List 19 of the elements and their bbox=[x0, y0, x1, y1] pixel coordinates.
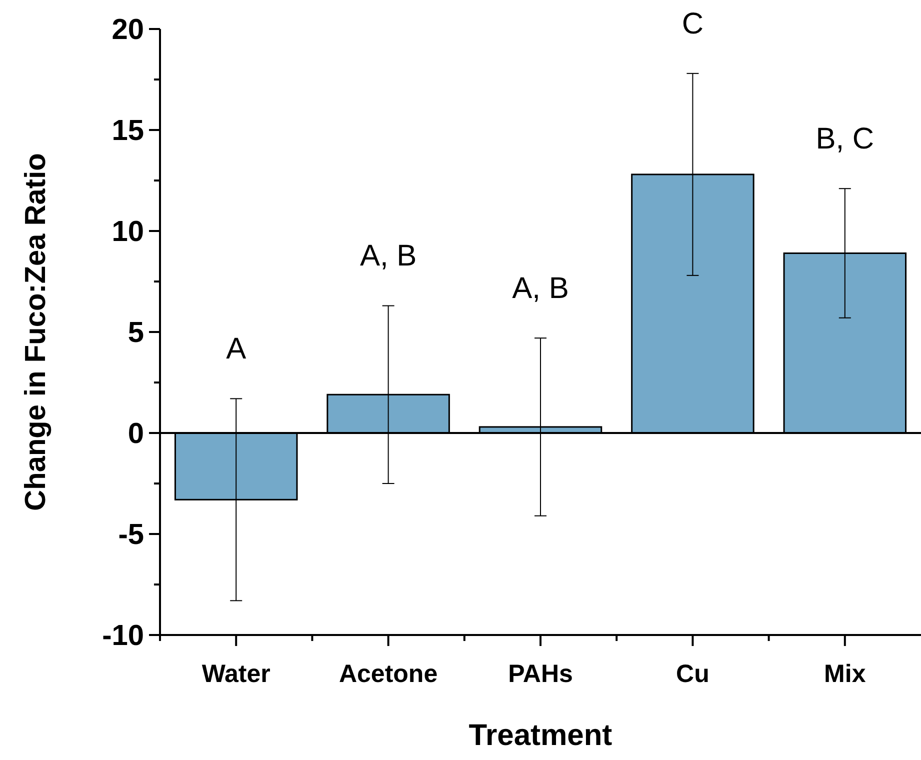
x-tick-label: Water bbox=[202, 660, 271, 688]
y-tick-label: 10 bbox=[112, 216, 144, 248]
y-tick-label: 20 bbox=[112, 14, 144, 46]
annotation: A, B bbox=[360, 240, 417, 273]
x-axis-title: Treatment bbox=[468, 719, 612, 752]
y-tick-label: 5 bbox=[128, 317, 144, 350]
y-tick-label: 15 bbox=[112, 115, 144, 148]
x-tick-label: Cu bbox=[676, 660, 710, 688]
y-tick-label: -5 bbox=[118, 519, 144, 552]
y-axis-title: Change in Fuco:Zea Ratio bbox=[20, 153, 52, 511]
x-tick-label: Acetone bbox=[338, 660, 438, 688]
annotation: A bbox=[226, 332, 246, 366]
annotation: C bbox=[682, 7, 704, 40]
y-tick-label: -10 bbox=[102, 620, 144, 652]
y-tick-label: 0 bbox=[128, 418, 144, 450]
annotation: B, C bbox=[816, 122, 874, 156]
x-tick-label: PAHs bbox=[508, 660, 573, 688]
annotation: A, B bbox=[512, 272, 569, 306]
x-tick-label: Mix bbox=[824, 660, 866, 688]
